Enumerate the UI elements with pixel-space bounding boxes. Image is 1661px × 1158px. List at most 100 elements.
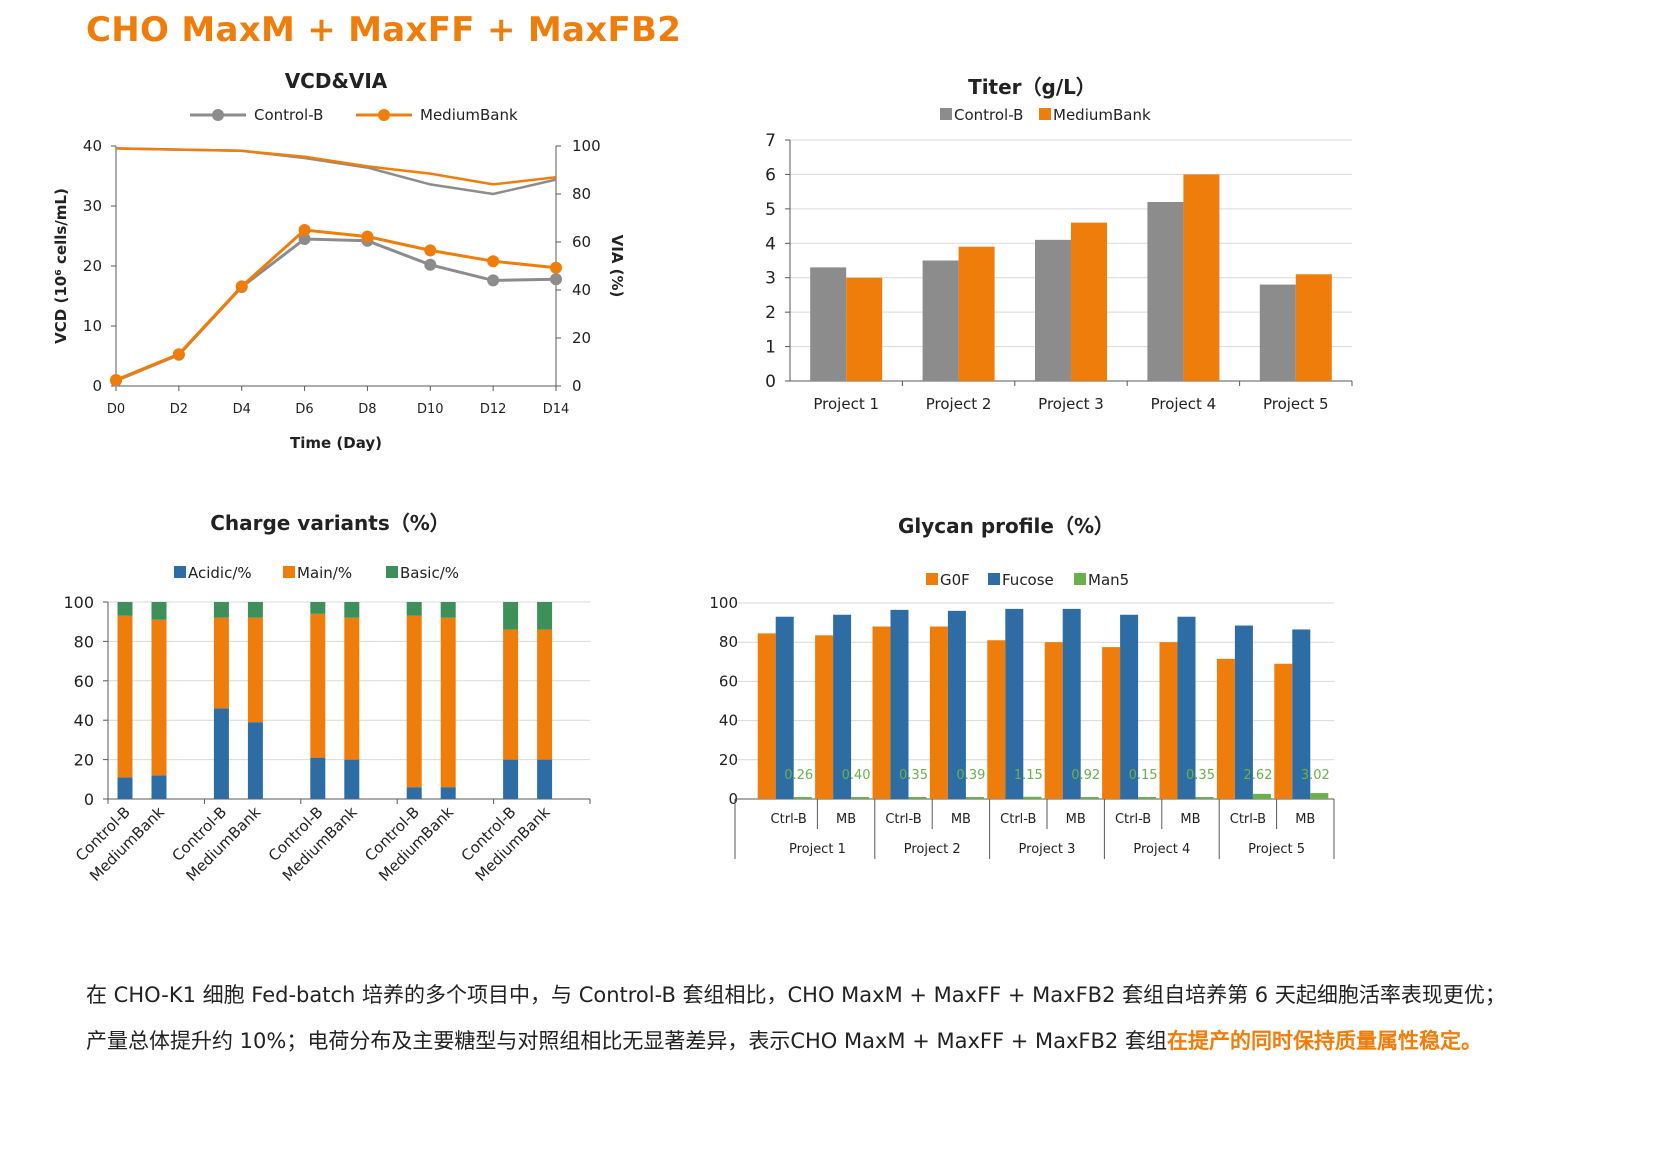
data-point [550,261,562,274]
legend-swatch [940,108,952,120]
legend-label: MediumBank [1053,106,1151,124]
bar [1274,663,1293,799]
stacked-bar-segment [344,759,360,799]
y-tick-label: 0 [92,377,102,395]
stacked-bar-segment [151,775,167,799]
stacked-bar-segment [310,613,326,758]
x-tick-label: Project 3 [1038,395,1104,413]
x-tick-label: D2 [170,402,188,417]
vcd-via-chart: VCD&VIA Control-B MediumBank 0 10 20 30 40 0 20 40… [52,69,626,452]
x-tick-label: MB [1295,812,1315,827]
legend-swatch [1074,573,1086,585]
x-group-label: Project 2 [904,842,961,857]
bar [1062,608,1081,799]
bar [922,260,959,381]
x-tick-label: Ctrl-B [1230,812,1266,827]
stacked-bar-segment [151,602,167,620]
stacked-bar-segment [310,602,326,614]
stacked-bar-segment [117,777,133,799]
legend-swatch [386,566,398,578]
bar [872,626,891,799]
legend-marker [212,109,224,121]
bar [810,267,847,381]
y-tick-label: 7 [765,131,776,151]
stacked-bar-segment [537,759,553,799]
series-line-via [115,147,557,196]
bar [947,610,966,799]
stacked-bar-segment [344,602,360,618]
bar [815,635,834,799]
stacked-bar-segment [440,787,456,799]
x-group-label: Project 4 [1133,842,1190,857]
y-tick-label: 60 [719,672,738,690]
y-tick-label: 100 [709,594,738,612]
legend-label: Man5 [1088,571,1129,589]
bar [987,640,1006,799]
data-point [424,244,437,257]
x-tick-label: Project 1 [813,395,879,413]
stacked-bar-segment [503,602,519,630]
bar [890,609,909,799]
bar [1005,608,1024,799]
bar [757,633,776,799]
y-tick-label: 30 [83,197,102,215]
legend-marker [378,109,390,121]
bar [1138,797,1157,799]
x-tick-label: D4 [233,402,251,417]
stacked-bar-segment [440,602,456,618]
page-title: CHO MaxM + MaxFF + MaxFB2 [86,10,682,50]
bar [1044,642,1063,799]
data-label-man5: 0.39 [956,768,985,783]
legend-swatch [1039,108,1051,120]
legend-label: Acidic/% [188,564,252,582]
bar [1292,629,1311,799]
legend-label: G0F [940,571,970,589]
stacked-bar-segment [117,602,133,616]
x-tick-label: D0 [107,402,125,417]
y2-tick-label: 80 [572,185,591,203]
stacked-bar-segment [537,602,553,630]
x-tick-label: D14 [543,402,570,417]
stacked-bar-segment [344,617,360,760]
data-label-man5: 2.62 [1243,768,1272,783]
y-tick-label: 1 [765,338,776,358]
summary-highlight: 在提产的同时保持质量属性稳定。 [1166,1029,1482,1053]
data-label-man5: 3.02 [1301,768,1330,783]
data-point [487,274,500,287]
data-point [235,280,248,293]
stacked-bar-segment [406,602,422,616]
bar [1120,614,1139,799]
x-group-label: Project 5 [1248,842,1305,857]
stacked-bar-segment [537,629,553,760]
stacked-bar-segment [310,757,326,799]
x-group-label: Project 1 [789,842,846,857]
x-tick-label: Project 5 [1263,395,1329,413]
y2-tick-label: 100 [572,137,601,155]
stacked-bar-segment [117,615,133,778]
chart-title: Charge variants（%） [210,511,450,535]
x-tick-label: MB [1066,812,1086,827]
stacked-bar-segment [213,602,229,618]
bar [1234,625,1253,799]
x-tick-label: D12 [480,402,507,417]
y-tick-label: 5 [765,200,776,220]
data-point [298,224,311,236]
x-tick-label: MB [951,812,971,827]
summary-paragraph: 在 CHO-K1 细胞 Fed-batch 培养的多个项目中，与 Control… [86,972,1526,1064]
bar [1177,616,1196,799]
data-point [361,230,374,243]
legend-label: Fucose [1002,571,1054,589]
chart-title: VCD&VIA [285,69,388,93]
legend-label: MediumBank [420,106,518,124]
legend-label: Control-B [254,106,323,124]
x-tick-label: Project 4 [1151,395,1217,413]
data-point [487,255,500,268]
y-tick-label: 2 [765,303,776,323]
stacked-bar-segment [440,617,456,788]
bar [851,797,870,799]
y-tick-label: 0 [765,372,776,392]
bar [929,626,948,799]
x-tick-label: Project 2 [926,395,992,413]
y-tick-label: 40 [719,712,738,730]
data-label-man5: 0.26 [784,768,813,783]
